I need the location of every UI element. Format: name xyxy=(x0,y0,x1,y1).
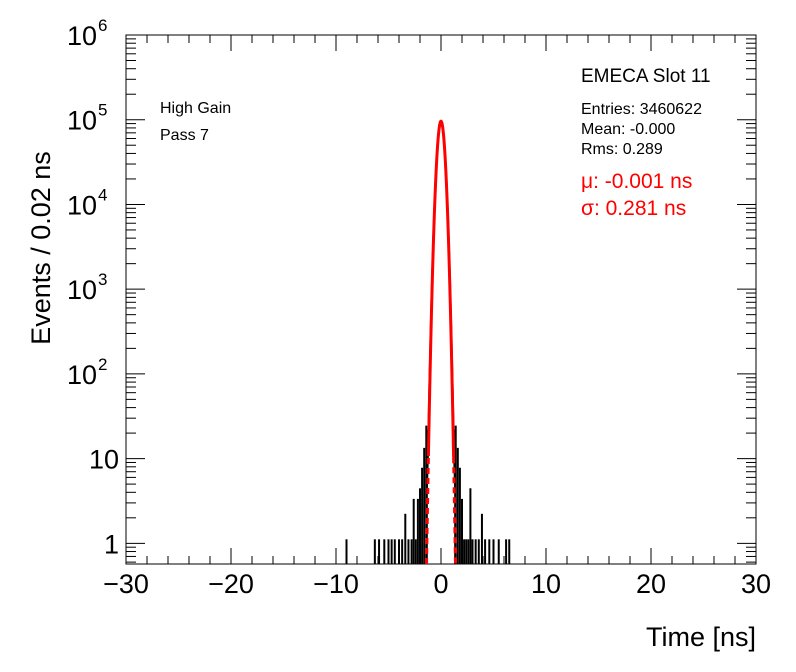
y-tick-label: 10 xyxy=(67,360,97,390)
fit-curve-dashed xyxy=(452,457,457,565)
histogram-series xyxy=(345,120,511,564)
x-tick-label: 10 xyxy=(531,569,561,599)
stats-title: EMECA Slot 11 xyxy=(581,66,711,87)
y-tick-exponent: 2 xyxy=(98,355,107,374)
fit-sigma-label: σ: 0.281 ns xyxy=(581,197,686,220)
fit-series xyxy=(425,119,457,565)
x-tick-label: −30 xyxy=(103,569,149,599)
y-tick-exponent: 4 xyxy=(98,185,107,204)
annotation-pass: Pass 7 xyxy=(160,127,209,144)
y-tick-exponent: 5 xyxy=(98,101,107,120)
y-tick-label: 10 xyxy=(67,275,97,305)
x-tick-label: 20 xyxy=(636,569,666,599)
axis-ticks xyxy=(125,34,757,564)
annotation-high-gain: High Gain xyxy=(160,100,231,117)
fit-curve-dashed xyxy=(425,456,430,565)
y-axis-title: Events / 0.02 ns xyxy=(26,151,56,345)
y-tick-label: 10 xyxy=(67,106,97,136)
fit-curve xyxy=(426,119,456,458)
y-tick-label: 10 xyxy=(67,21,97,51)
stats-entries: Entries: 3460622 xyxy=(581,101,702,118)
y-tick-exponent: 6 xyxy=(98,16,107,35)
fit-mu-label: μ: -0.001 ns xyxy=(581,170,692,193)
y-tick-label: 1 xyxy=(104,529,119,559)
x-axis-title: Time [ns] xyxy=(646,622,756,652)
x-tick-label: 0 xyxy=(433,569,448,599)
y-tick-label: 10 xyxy=(67,190,97,220)
x-tick-label: −20 xyxy=(208,569,254,599)
stats-rms: Rms: 0.289 xyxy=(581,141,663,158)
stats-mean: Mean: -0.000 xyxy=(581,121,675,138)
x-tick-label: −10 xyxy=(313,569,359,599)
x-tick-label: 30 xyxy=(741,569,771,599)
y-tick-label: 10 xyxy=(89,445,119,475)
y-tick-exponent: 3 xyxy=(98,270,107,289)
